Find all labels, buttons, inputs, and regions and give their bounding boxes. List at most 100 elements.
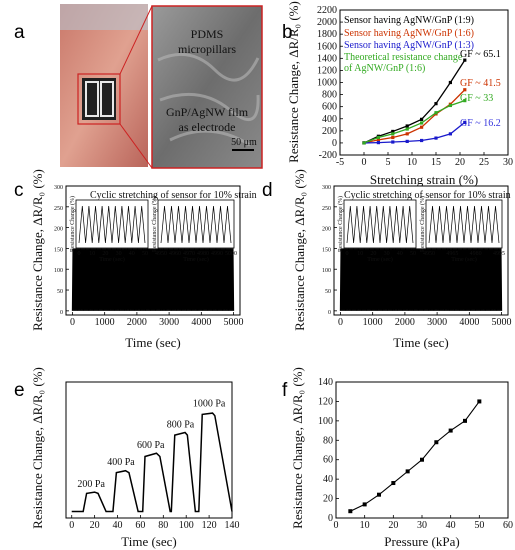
chart-f: Pressure (kPa) Resistance Change, ΔR/R₀ … xyxy=(290,367,513,549)
chart-b-ytick-label-7: 1200 xyxy=(317,65,337,76)
chart-d-inset-right-xtick-1: 4965 xyxy=(446,251,458,257)
chart-c-xtick-label-3: 3000 xyxy=(159,317,179,328)
chart-b-series-2-point-3 xyxy=(405,139,409,144)
chart-d-xtick-label-0: 0 xyxy=(338,317,343,328)
chart-c-inset-right-xtick-4: 4990 xyxy=(211,251,223,257)
chart-b-legend-3a: Theoretical resistance change xyxy=(344,52,463,63)
chart-f-ytick-label-3: 60 xyxy=(323,455,333,466)
chart-b-series-0-point-4 xyxy=(420,117,424,121)
panel-label-a: a xyxy=(14,22,25,43)
chart-d-ytick-label-0: 0 xyxy=(328,310,331,316)
chart-d-ytick-label-4: 200 xyxy=(322,227,331,233)
chart-d-inset-right-xlabel: Time (sec) xyxy=(451,256,477,263)
chart-d-inset-left-xtick-1: 10 xyxy=(357,251,363,257)
scale-bar-label: 50 μm xyxy=(231,137,257,148)
chart-f-xtick-label-0: 0 xyxy=(334,520,339,531)
chart-d-inset-left-xtick-4: 40 xyxy=(397,251,403,257)
chart-c-inset-left-trace xyxy=(78,205,146,244)
chart-b-series-1-line xyxy=(363,89,466,144)
chart-f-ytick-label-1: 20 xyxy=(323,494,333,505)
chart-b-ytick-label-10: 1800 xyxy=(317,29,337,40)
chart-d-inset-right-trace xyxy=(428,205,500,244)
chart-b-xtick-label-2: 5 xyxy=(386,157,391,168)
chart-c: Cyclic stretching of sensor for 10% stra… xyxy=(30,169,257,350)
panel-label-b: b xyxy=(282,22,293,43)
chart-b-gf-1: GF ~ 41.5 xyxy=(460,78,501,89)
callout-line-bottom xyxy=(119,123,153,169)
chart-d-inset-left-xtick-3: 30 xyxy=(384,251,390,257)
chart-f-xtick-label-2: 20 xyxy=(388,520,398,531)
chart-f-point-8 xyxy=(463,418,467,423)
chart-c-inset-left-ylabel: Resistance Change (%) xyxy=(69,196,76,252)
callout-top-line1: PDMS xyxy=(191,27,224,41)
chart-d-ytick-label-5: 250 xyxy=(322,206,331,212)
chart-d-ytick-label-6: 300 xyxy=(322,185,331,191)
chart-f-point-6 xyxy=(434,440,439,445)
chart-b-series-3-point-7 xyxy=(463,99,467,103)
chart-c-inset-right-xtick-5: 5000 xyxy=(225,251,237,257)
chart-c-ytick-label-4: 200 xyxy=(54,227,63,233)
chart-f-ylabel: Resistance Change, ΔR/R₀ (%) xyxy=(290,367,305,529)
chart-d-inset-left-trace xyxy=(346,205,414,244)
chart-b-ytick-label-9: 1600 xyxy=(317,41,337,52)
chart-b-series-2-line xyxy=(363,121,466,144)
chart-e-xtick-label-3: 60 xyxy=(135,520,145,531)
chart-d-xtick-label-4: 4000 xyxy=(459,317,479,328)
panel-a: PDMS micropillars GnP/AgNW film as elect… xyxy=(60,4,263,169)
chart-c-xtick-label-0: 0 xyxy=(70,317,75,328)
chart-c-inset-right-trace xyxy=(160,205,232,244)
chart-d: Cyclic stretching of sensor for 10% stra… xyxy=(292,169,512,350)
chart-e-xtick-label-6: 120 xyxy=(202,520,217,531)
chart-c-inset-right-xtick-0: 4950 xyxy=(155,251,167,257)
chart-b-xtick-label-6: 25 xyxy=(479,157,489,168)
panel-label-e: e xyxy=(14,380,25,401)
chart-c-inset-left-xlabel: Time (sec) xyxy=(99,256,125,263)
sensor-device xyxy=(77,73,121,125)
callout-bottom-line2: as electrode xyxy=(179,120,236,134)
chart-b-ytick-label-3: 400 xyxy=(322,114,337,125)
chart-c-ylabel: Resistance Change, ΔR/R₀ (%) xyxy=(30,169,45,331)
chart-e-xtick-label-4: 80 xyxy=(158,520,168,531)
chart-d-xtick-label-1: 1000 xyxy=(363,317,383,328)
chart-c-ytick-label-5: 250 xyxy=(54,206,63,212)
chart-e-pressure-label-4: 1000 Pa xyxy=(193,399,226,410)
chart-b-ytick-label-8: 1400 xyxy=(317,53,337,64)
chart-c-ytick-label-0: 0 xyxy=(60,310,63,316)
panel-label-c: c xyxy=(14,180,24,201)
chart-b-series-2-point-4 xyxy=(420,138,424,143)
chart-c-title: Cyclic stretching of sensor for 10% stra… xyxy=(90,190,257,201)
chart-c-frame xyxy=(65,185,241,316)
chart-e: Time (sec) Resistance Change, ΔR/R₀ (%) … xyxy=(30,367,240,549)
chart-f-xtick-label-6: 60 xyxy=(503,520,513,531)
chart-e-xtick-label-1: 20 xyxy=(90,520,100,531)
chart-b-series-3-point-2 xyxy=(391,132,395,136)
chart-b-series-0-line xyxy=(363,59,466,144)
chart-b-series-3-point-0 xyxy=(362,141,366,145)
chart-b-xtick-label-4: 15 xyxy=(431,157,441,168)
chart-b-ytick-label-1: 0 xyxy=(332,138,337,149)
chart-f-ytick-label-4: 80 xyxy=(323,435,333,446)
chart-c-inset-left-xtick-0: 0 xyxy=(78,251,81,257)
chart-b-series-1-point-4 xyxy=(420,125,424,129)
chart-f-point-3 xyxy=(391,481,396,486)
chart-c-ytick-label-3: 150 xyxy=(54,247,63,253)
chart-d-inset-right-xtick-2: 4980 xyxy=(470,251,482,257)
chart-b-legend-3b: of AgNW/GnP (1:6) xyxy=(344,63,425,74)
sem-texture xyxy=(157,52,260,147)
chart-f-point-2 xyxy=(377,492,381,497)
chart-b-series-2-point-2 xyxy=(391,140,395,144)
chart-e-frame xyxy=(65,381,233,519)
chart-d-ytick-label-3: 150 xyxy=(322,247,331,253)
chart-d-cycling-trace xyxy=(339,248,503,311)
chart-b-xtick-label-5: 20 xyxy=(455,157,465,168)
chart-d-xlabel: Time (sec) xyxy=(393,335,449,350)
chart-b-series-3-line xyxy=(363,100,466,144)
chart-b-series-3-point-6 xyxy=(448,103,452,108)
chart-b-ytick-label-0: -200 xyxy=(319,150,337,161)
chart-b-ytick-label-11: 2000 xyxy=(317,17,337,28)
chart-d-inset-left-xtick-2: 20 xyxy=(370,251,376,257)
chart-f-point-5 xyxy=(420,457,424,462)
chart-d-inset-right-ylabel: Resistance Change (%) xyxy=(419,196,426,252)
chart-c-inset-left-xtick-3: 30 xyxy=(116,251,122,257)
